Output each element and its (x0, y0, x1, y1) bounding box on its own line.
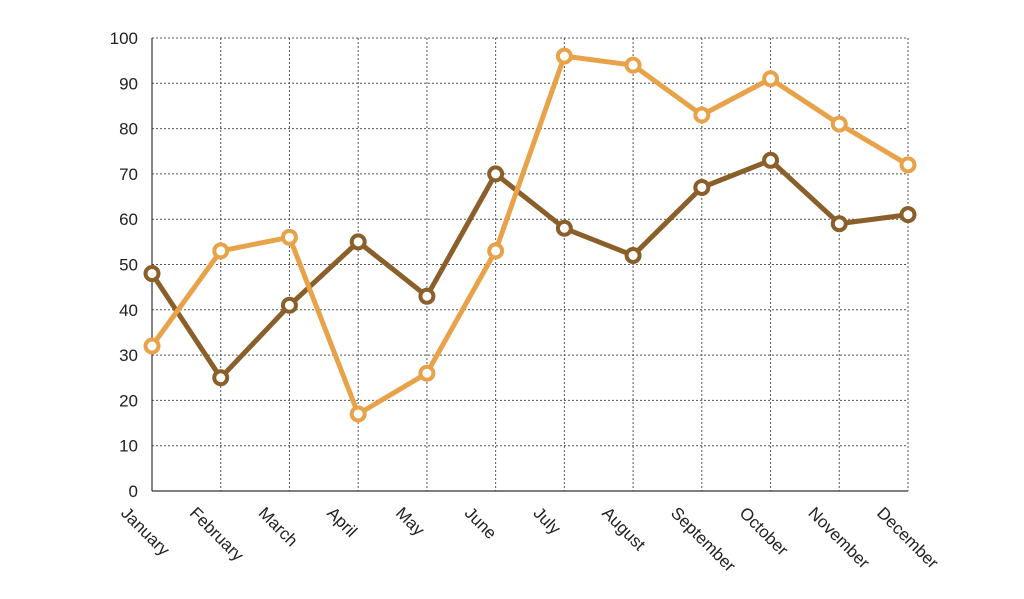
y-tick-label: 10 (119, 437, 138, 456)
series-1-point (487, 165, 505, 183)
series-2-point (762, 70, 780, 88)
series-1-point (762, 151, 780, 169)
series-2-point (349, 405, 367, 423)
series-1-point (830, 215, 848, 233)
x-tick-labels: January February March April May June July Augu… (117, 503, 942, 575)
series-1-point (418, 287, 436, 305)
series-1-line (149, 157, 911, 381)
series-1-point (899, 206, 917, 224)
x-tick-label: September (667, 503, 739, 575)
y-tick-labels: 0 10 20 30 40 50 60 70 80 90 100 (110, 29, 138, 501)
x-tick-label: July (530, 503, 565, 538)
y-tick-label: 40 (119, 301, 138, 320)
axes (151, 38, 908, 492)
x-tick-label: October (736, 503, 792, 559)
y-tick-label: 0 (129, 482, 138, 501)
series-2-line (149, 53, 911, 417)
series-1 (143, 151, 917, 387)
x-tick-label: January (117, 503, 174, 560)
y-tick-label: 80 (119, 120, 138, 139)
series-1-point (555, 219, 573, 237)
series-2-point (487, 242, 505, 260)
x-tick-label: February (186, 503, 248, 565)
y-tick-label: 20 (119, 391, 138, 410)
x-tick-label: April (323, 503, 360, 540)
series-2-point (280, 228, 298, 246)
series-1-point (143, 265, 161, 283)
x-tick-label: August (598, 503, 649, 554)
x-tick-label: May (392, 503, 428, 539)
series-2-point (555, 47, 573, 65)
x-tick-label: December (873, 503, 942, 572)
series-1-point (349, 233, 367, 251)
y-tick-label: 30 (119, 346, 138, 365)
series-2-point (624, 56, 642, 74)
series-1-point (212, 369, 230, 387)
series-2-point (418, 364, 436, 382)
x-tick-label: June (461, 503, 501, 543)
grid (152, 37, 909, 491)
y-tick-label: 90 (119, 74, 138, 93)
series-1-point (624, 246, 642, 264)
series-layer (143, 47, 917, 423)
x-tick-label: November (804, 503, 873, 572)
y-tick-label: 100 (110, 29, 138, 48)
series-2-point (212, 242, 230, 260)
series-1-point (693, 178, 711, 196)
series-2-point (693, 106, 711, 124)
x-tick-label: March (255, 503, 302, 550)
series-2-point (143, 337, 161, 355)
series-2-point (899, 156, 917, 174)
y-tick-label: 70 (119, 165, 138, 184)
series-1-point (280, 296, 298, 314)
y-tick-label: 50 (119, 256, 138, 275)
series-2-point (830, 115, 848, 133)
series-2 (143, 47, 917, 423)
y-tick-label: 60 (119, 210, 138, 229)
